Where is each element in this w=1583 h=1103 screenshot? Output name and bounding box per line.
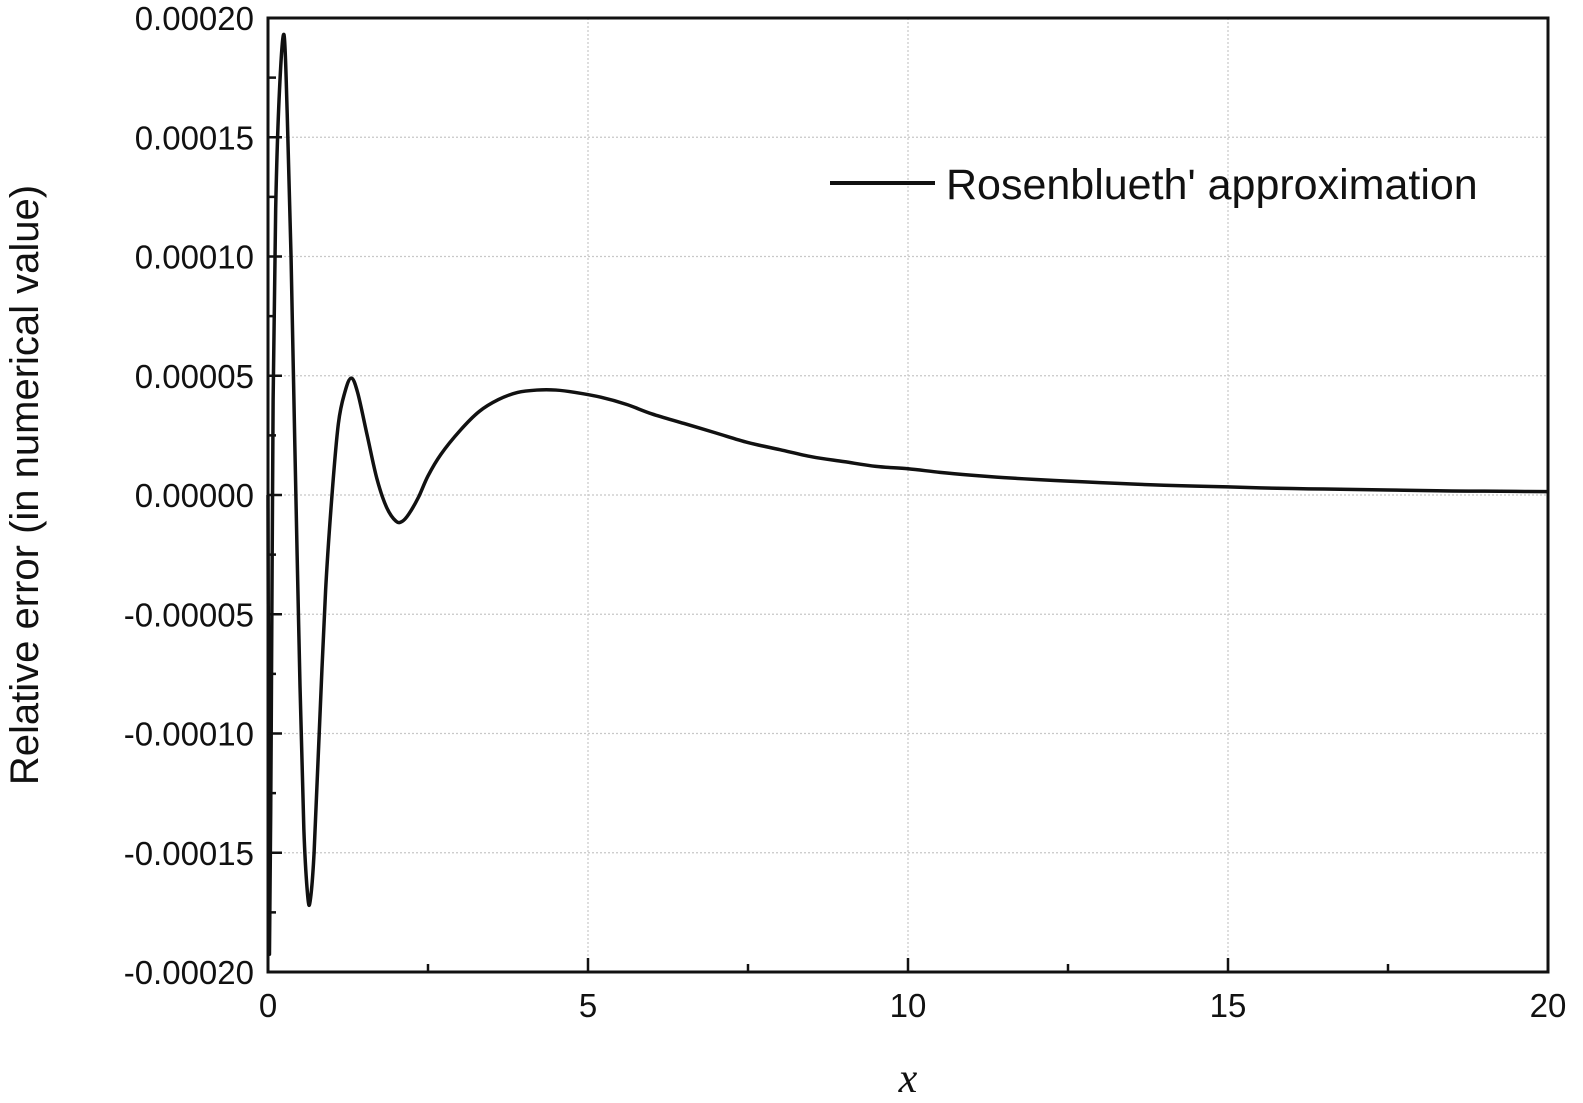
x-tick-label: 10	[890, 987, 927, 1024]
y-tick-label: -0.00020	[124, 954, 254, 991]
x-tick-label: 0	[259, 987, 277, 1024]
y-tick-label: 0.00015	[135, 119, 254, 156]
x-tick-label: 20	[1530, 987, 1567, 1024]
x-tick-label: 5	[579, 987, 597, 1024]
tick-marks	[266, 16, 1550, 974]
y-axis-title: Relative error (in numerical value)	[3, 185, 47, 785]
legend-label: Rosenblueth' approximation	[946, 161, 1478, 209]
y-tick-label: 0.00000	[135, 477, 254, 514]
y-tick-label: 0.00020	[135, 0, 254, 37]
grid-lines	[268, 18, 1548, 972]
y-tick-label: -0.00015	[124, 835, 254, 872]
x-tick-labels: 0 5 10 15 20	[259, 987, 1567, 1024]
x-tick-label: 15	[1210, 987, 1247, 1024]
y-tick-labels: -0.00020 -0.00015 -0.00010 -0.00005 0.00000 0…	[124, 0, 254, 991]
y-tick-label: -0.00010	[124, 716, 254, 753]
legend: Rosenblueth' approximation	[830, 161, 1478, 209]
y-tick-label: -0.00005	[124, 596, 254, 633]
series-line-rosenblueth	[266, 32, 1549, 957]
y-tick-label: 0.00005	[135, 358, 254, 395]
y-tick-label: 0.00010	[135, 239, 254, 276]
x-axis-title: x	[898, 1056, 918, 1102]
series-layer	[266, 32, 1549, 957]
